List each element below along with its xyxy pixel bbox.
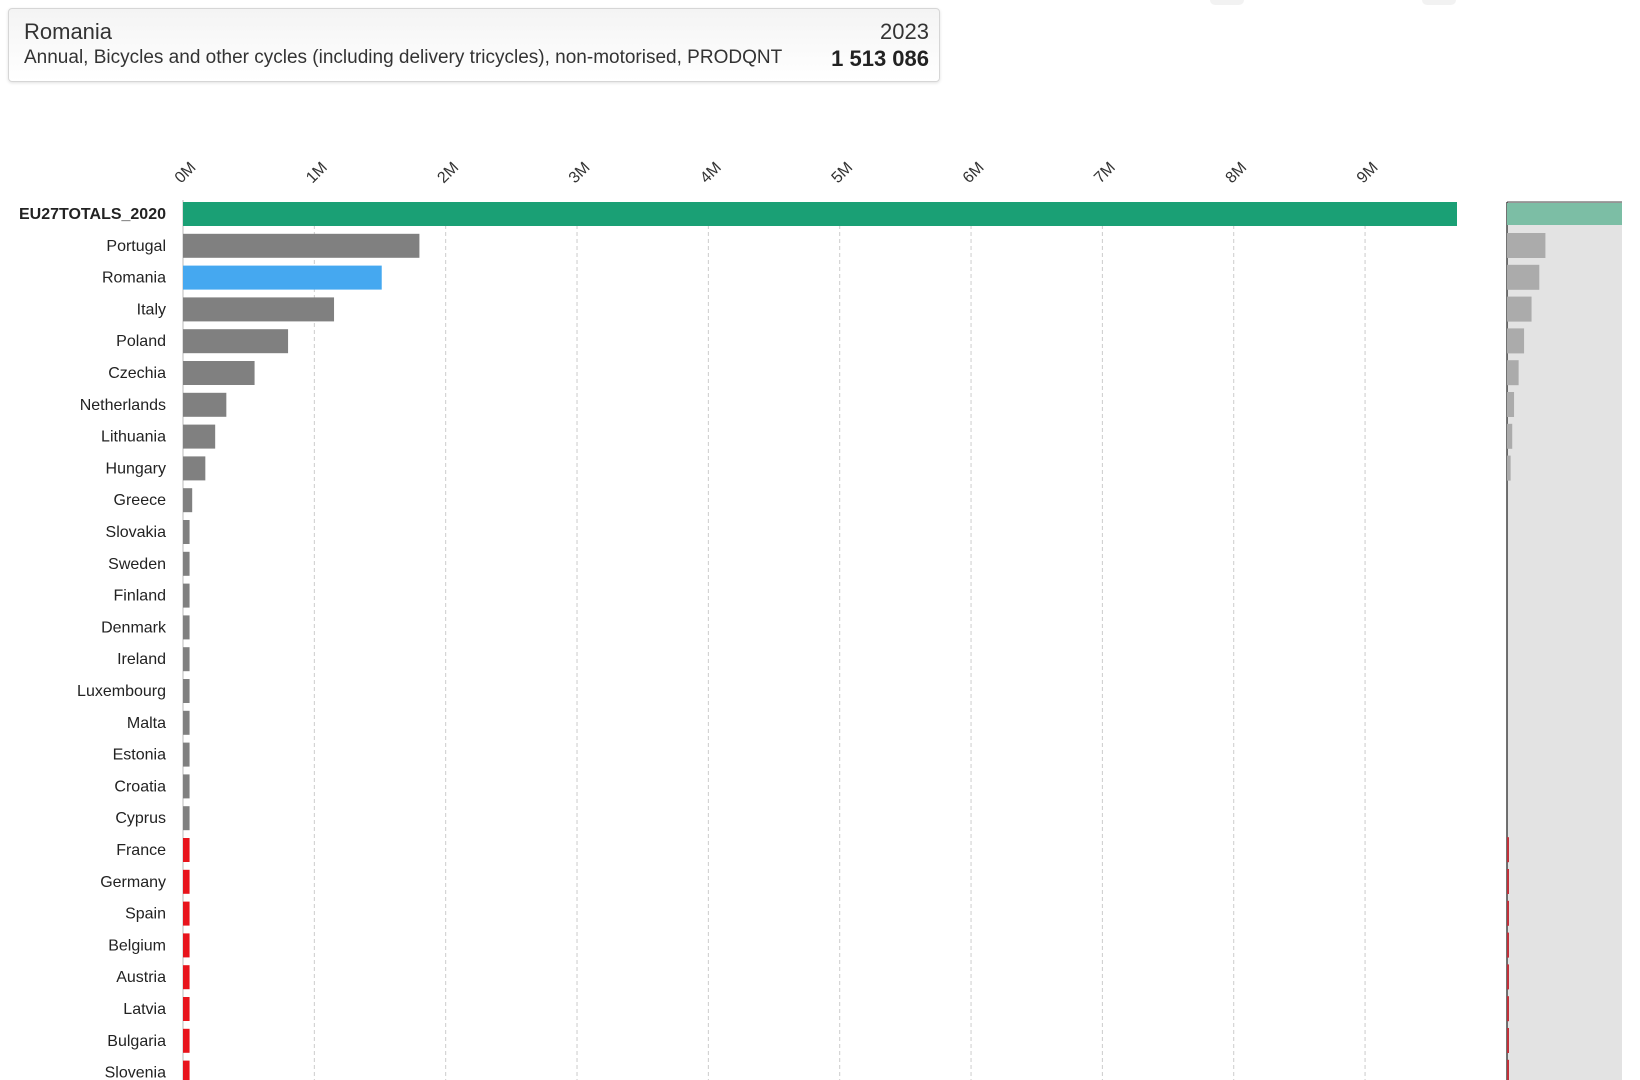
category-label: Croatia	[114, 778, 166, 795]
bar-estonia[interactable]	[183, 742, 190, 767]
x-tick-label: 6M	[960, 159, 988, 187]
bar-portugal[interactable]	[183, 233, 420, 258]
overview-bar	[1507, 328, 1525, 354]
category-label: Luxembourg	[77, 683, 166, 700]
x-tick-label: 5M	[829, 159, 857, 187]
overview-bar	[1507, 423, 1513, 449]
overview-bar	[1507, 900, 1509, 926]
bar-belgium[interactable]	[183, 933, 190, 958]
overview-bar	[1507, 869, 1509, 894]
bar-czechia[interactable]	[183, 361, 255, 385]
category-label: Spain	[125, 906, 166, 923]
x-tick-label: 3M	[566, 159, 594, 187]
category-label: Germany	[100, 874, 166, 891]
x-tick-label: 1M	[303, 159, 331, 187]
overview-bar	[1507, 1028, 1509, 1053]
top-control[interactable]	[1422, 0, 1456, 5]
info-description: Annual, Bicycles and other cycles (inclu…	[24, 47, 783, 68]
category-labels: EU27TOTALS_2020 Portugal Romania Italy Polan…	[19, 206, 167, 1080]
category-label: Romania	[102, 270, 166, 287]
bar-slovakia[interactable]	[183, 520, 190, 544]
category-label: Latvia	[123, 1001, 166, 1018]
category-label: Bulgaria	[107, 1033, 166, 1050]
overview-panel[interactable]	[1506, 201, 1622, 1080]
bar-hungary[interactable]	[183, 456, 206, 481]
bar-malta[interactable]	[183, 710, 190, 735]
bar-poland[interactable]	[183, 329, 289, 354]
category-label: Slovakia	[106, 524, 167, 541]
category-label: Lithuania	[101, 429, 166, 446]
info-value: 1 513 086	[831, 46, 929, 71]
bar-ireland[interactable]	[183, 647, 190, 672]
overview-bar	[1507, 203, 1622, 225]
category-label: Greece	[114, 492, 167, 509]
bar-denmark[interactable]	[183, 615, 190, 640]
bar-austria[interactable]	[183, 965, 190, 990]
x-tick-label: 0M	[172, 159, 200, 187]
category-label: Portugal	[106, 238, 166, 255]
category-label: Poland	[116, 333, 166, 350]
x-tick-label: 8M	[1223, 159, 1251, 187]
category-label: Finland	[114, 588, 166, 605]
category-label: Malta	[127, 715, 166, 732]
category-label: Estonia	[113, 747, 166, 764]
bar-latvia[interactable]	[183, 997, 190, 1021]
bar-lithuania[interactable]	[183, 424, 216, 449]
category-label: Denmark	[101, 619, 167, 636]
bar-greece[interactable]	[183, 488, 193, 513]
overview-bar	[1507, 455, 1511, 481]
category-label: Italy	[137, 301, 166, 318]
overview-bar	[1507, 233, 1546, 258]
x-tick-label: 4M	[697, 159, 725, 187]
category-label: Slovenia	[105, 1065, 166, 1080]
bar-bulgaria[interactable]	[183, 1028, 190, 1053]
category-label: France	[116, 842, 166, 859]
category-label: Hungary	[106, 460, 166, 477]
category-label: EU27TOTALS_2020	[19, 206, 166, 223]
bar-sweden[interactable]	[183, 551, 190, 576]
overview-bar	[1507, 932, 1509, 958]
overview-bar	[1507, 996, 1509, 1022]
category-label: Ireland	[117, 651, 166, 668]
category-label: Belgium	[108, 937, 166, 954]
bar-italy[interactable]	[183, 297, 335, 322]
info-card: Romania 2023 Annual, Bicycles and other …	[8, 8, 940, 82]
bar-croatia[interactable]	[183, 774, 190, 799]
category-label: Sweden	[108, 556, 166, 573]
overview-bar	[1507, 837, 1509, 863]
bar-slovenia[interactable]	[183, 1060, 190, 1080]
grid	[182, 200, 1366, 1080]
bar-netherlands[interactable]	[183, 392, 227, 417]
bars	[183, 202, 1457, 1080]
overview-bar	[1507, 264, 1540, 290]
info-country: Romania	[24, 19, 113, 44]
info-year: 2023	[880, 19, 929, 44]
bar-cyprus[interactable]	[183, 806, 190, 831]
x-axis-ticks: 0M 1M 2M 3M 4M 5M 6M 7M 8M 9M	[172, 159, 1382, 187]
bar-luxembourg[interactable]	[183, 679, 190, 703]
category-label: Netherlands	[80, 397, 166, 414]
overview-bar	[1507, 360, 1519, 386]
bar-eu27totals_2020[interactable]	[183, 202, 1457, 226]
top-control[interactable]	[1210, 0, 1244, 5]
overview-bar	[1507, 296, 1532, 322]
bar-germany[interactable]	[183, 869, 190, 894]
overview-bar	[1507, 1059, 1509, 1080]
category-label: Austria	[116, 969, 166, 986]
bar-finland[interactable]	[183, 583, 190, 608]
x-tick-label: 7M	[1091, 159, 1119, 187]
bar-france[interactable]	[183, 838, 190, 862]
x-tick-label: 9M	[1354, 159, 1382, 187]
bar-romania[interactable]	[183, 265, 382, 290]
overview-background	[1507, 202, 1622, 1080]
category-label: Czechia	[108, 365, 166, 382]
x-tick-label: 2M	[434, 159, 462, 187]
overview-bar	[1507, 392, 1515, 417]
bar-spain[interactable]	[183, 901, 190, 926]
overview-bar	[1507, 964, 1509, 990]
category-label: Cyprus	[115, 810, 166, 827]
